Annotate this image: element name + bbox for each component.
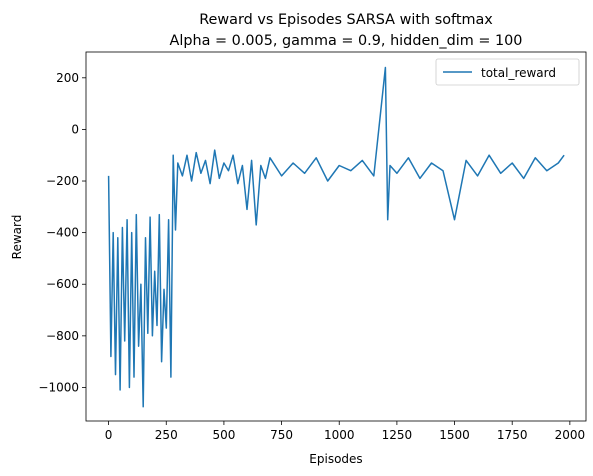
y-tick-label: −600 [46, 277, 79, 291]
chart-title-line1: Reward vs Episodes SARSA with softmax [199, 12, 493, 28]
series-line-total-reward [107, 66, 565, 408]
x-tick-label: 2000 [555, 428, 586, 442]
x-tick-label: 1250 [382, 428, 413, 442]
chart-title-line2: Alpha = 0.005, gamma = 0.9, hidden_dim =… [170, 33, 523, 49]
x-tick-label: 500 [212, 428, 235, 442]
x-tick-label: 1750 [497, 428, 528, 442]
x-axis-ticks: 0 250 500 750 1000 1250 1500 1750 2000 [105, 421, 585, 442]
y-tick-label: 0 [71, 122, 79, 136]
legend-label-total-reward: total_reward [481, 66, 556, 80]
y-tick-label: −1000 [38, 380, 79, 394]
y-tick-label: −200 [46, 174, 79, 188]
y-axis-label: Reward [10, 215, 24, 260]
x-axis-label: Episodes [309, 452, 362, 466]
legend: total_reward [435, 58, 580, 86]
y-tick-label: 200 [56, 71, 79, 85]
x-tick-label: 750 [270, 428, 293, 442]
x-tick-label: 250 [155, 428, 178, 442]
y-tick-label: −400 [46, 226, 79, 240]
x-tick-label: 0 [105, 428, 113, 442]
legend-box [435, 58, 580, 86]
x-tick-label: 1500 [439, 428, 470, 442]
plot-frame [85, 51, 587, 422]
y-tick-label: −800 [46, 329, 79, 343]
x-tick-label: 1000 [324, 428, 355, 442]
y-axis-ticks: 200 0 −200 −400 −600 −800 −1000 [38, 71, 86, 394]
plot-series-group [107, 66, 565, 408]
